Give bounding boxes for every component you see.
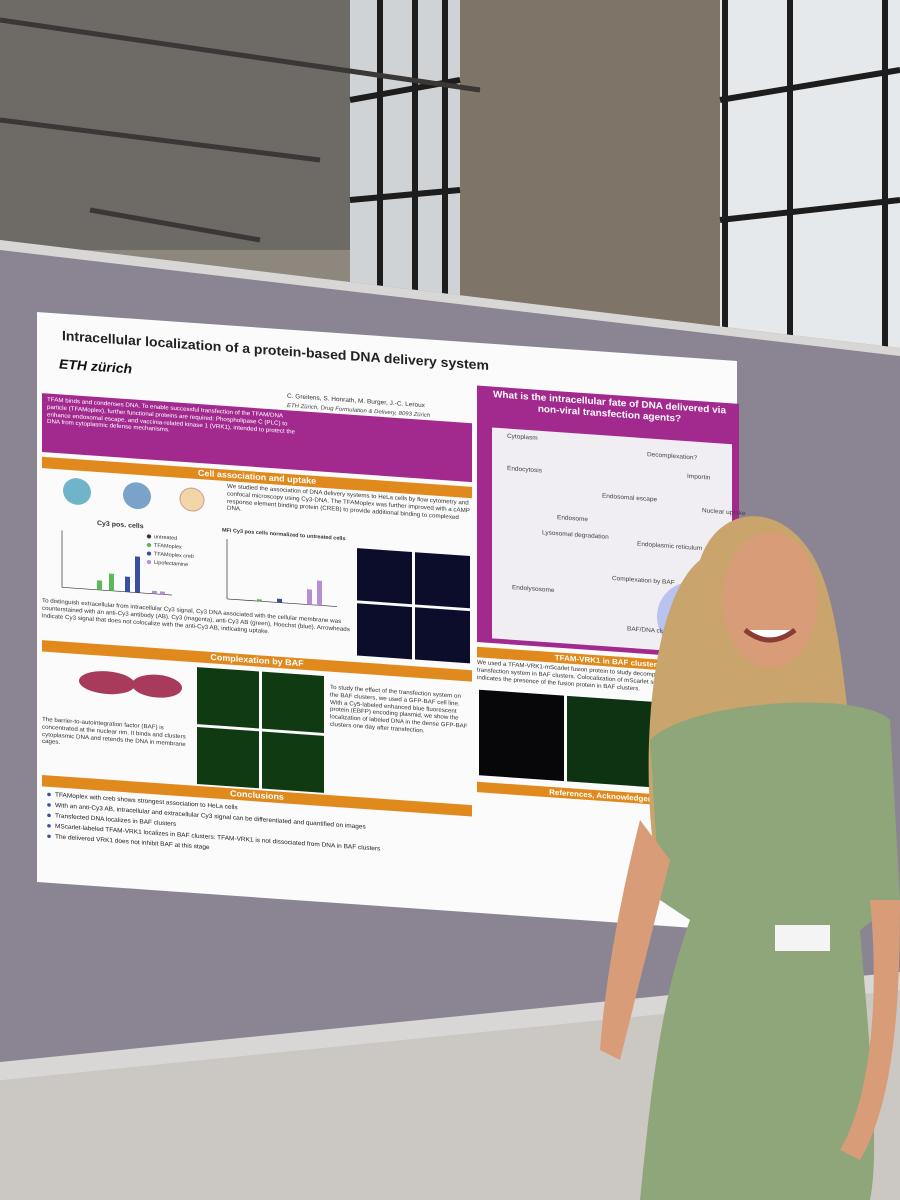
diagram-label: Complexation by BAF bbox=[612, 575, 675, 586]
section-header: Conclusions bbox=[230, 788, 284, 802]
diagram-label: Endoplasmic reticulum bbox=[637, 541, 702, 552]
diagram-label: Endolysosome bbox=[512, 584, 555, 594]
legend-swatch bbox=[146, 542, 152, 548]
face bbox=[722, 532, 818, 668]
smile bbox=[743, 627, 797, 643]
chart-title: Cy3 pos. cells bbox=[97, 520, 144, 530]
diagram-label: Endosome bbox=[557, 514, 588, 523]
legend-label: TFAMoplex creb bbox=[154, 551, 194, 560]
bullet-dot bbox=[47, 834, 51, 839]
diagram-label: Endosomal escape bbox=[602, 493, 658, 504]
particle-icons bbox=[63, 478, 205, 512]
diagram-label: Nuclear uptake bbox=[702, 507, 746, 517]
legend-label: TFAMoplex bbox=[154, 543, 182, 551]
diagram-label: Lysosomal degradation bbox=[542, 529, 609, 541]
legend-swatch bbox=[146, 559, 152, 565]
ceiling-beams bbox=[0, 17, 481, 243]
intro-box bbox=[42, 393, 472, 483]
bullet-dot bbox=[47, 824, 51, 828]
bullet-dot bbox=[47, 813, 51, 818]
legend-label: Lipofectamine bbox=[154, 560, 188, 568]
board-frame bbox=[0, 240, 900, 356]
window-frames bbox=[349, 0, 900, 350]
vrk1-image bbox=[479, 689, 564, 782]
diagram-label: Decomplexation? bbox=[647, 451, 698, 461]
person bbox=[600, 516, 900, 1200]
diagram-label: BAF/DNA cluster bbox=[627, 626, 676, 636]
legend-swatch bbox=[146, 534, 152, 539]
name-badge bbox=[775, 925, 830, 951]
arm bbox=[600, 820, 670, 1060]
diagram-label: Importin bbox=[687, 473, 711, 481]
microscopy bbox=[357, 548, 470, 664]
chart-bars bbox=[97, 556, 322, 606]
baf-1: The barrier-to-autointegration factor (B… bbox=[42, 716, 186, 747]
section-bar bbox=[42, 640, 472, 682]
section-bar bbox=[42, 775, 472, 817]
logo: ETH zürich bbox=[59, 357, 132, 377]
baf-text: To study the effect of the transfection … bbox=[330, 684, 468, 735]
baf-images bbox=[197, 667, 324, 793]
window-left bbox=[350, 0, 460, 300]
vrk1-image bbox=[567, 695, 652, 788]
baf-2: To study the effect of the transfection … bbox=[330, 684, 468, 735]
legend-label: untreated bbox=[154, 534, 177, 541]
window-right bbox=[720, 0, 900, 350]
bullet-dot bbox=[47, 792, 51, 797]
legend-swatch bbox=[146, 551, 152, 556]
arm bbox=[840, 900, 900, 1160]
brick-wall bbox=[460, 0, 720, 330]
section-bar bbox=[42, 456, 472, 499]
diagram-label: Endocytosis bbox=[507, 465, 542, 474]
bullet-dot bbox=[47, 803, 51, 807]
baf-structure bbox=[79, 671, 182, 698]
diagram-label: Cytoplasm bbox=[507, 433, 538, 442]
dress bbox=[640, 702, 900, 1200]
